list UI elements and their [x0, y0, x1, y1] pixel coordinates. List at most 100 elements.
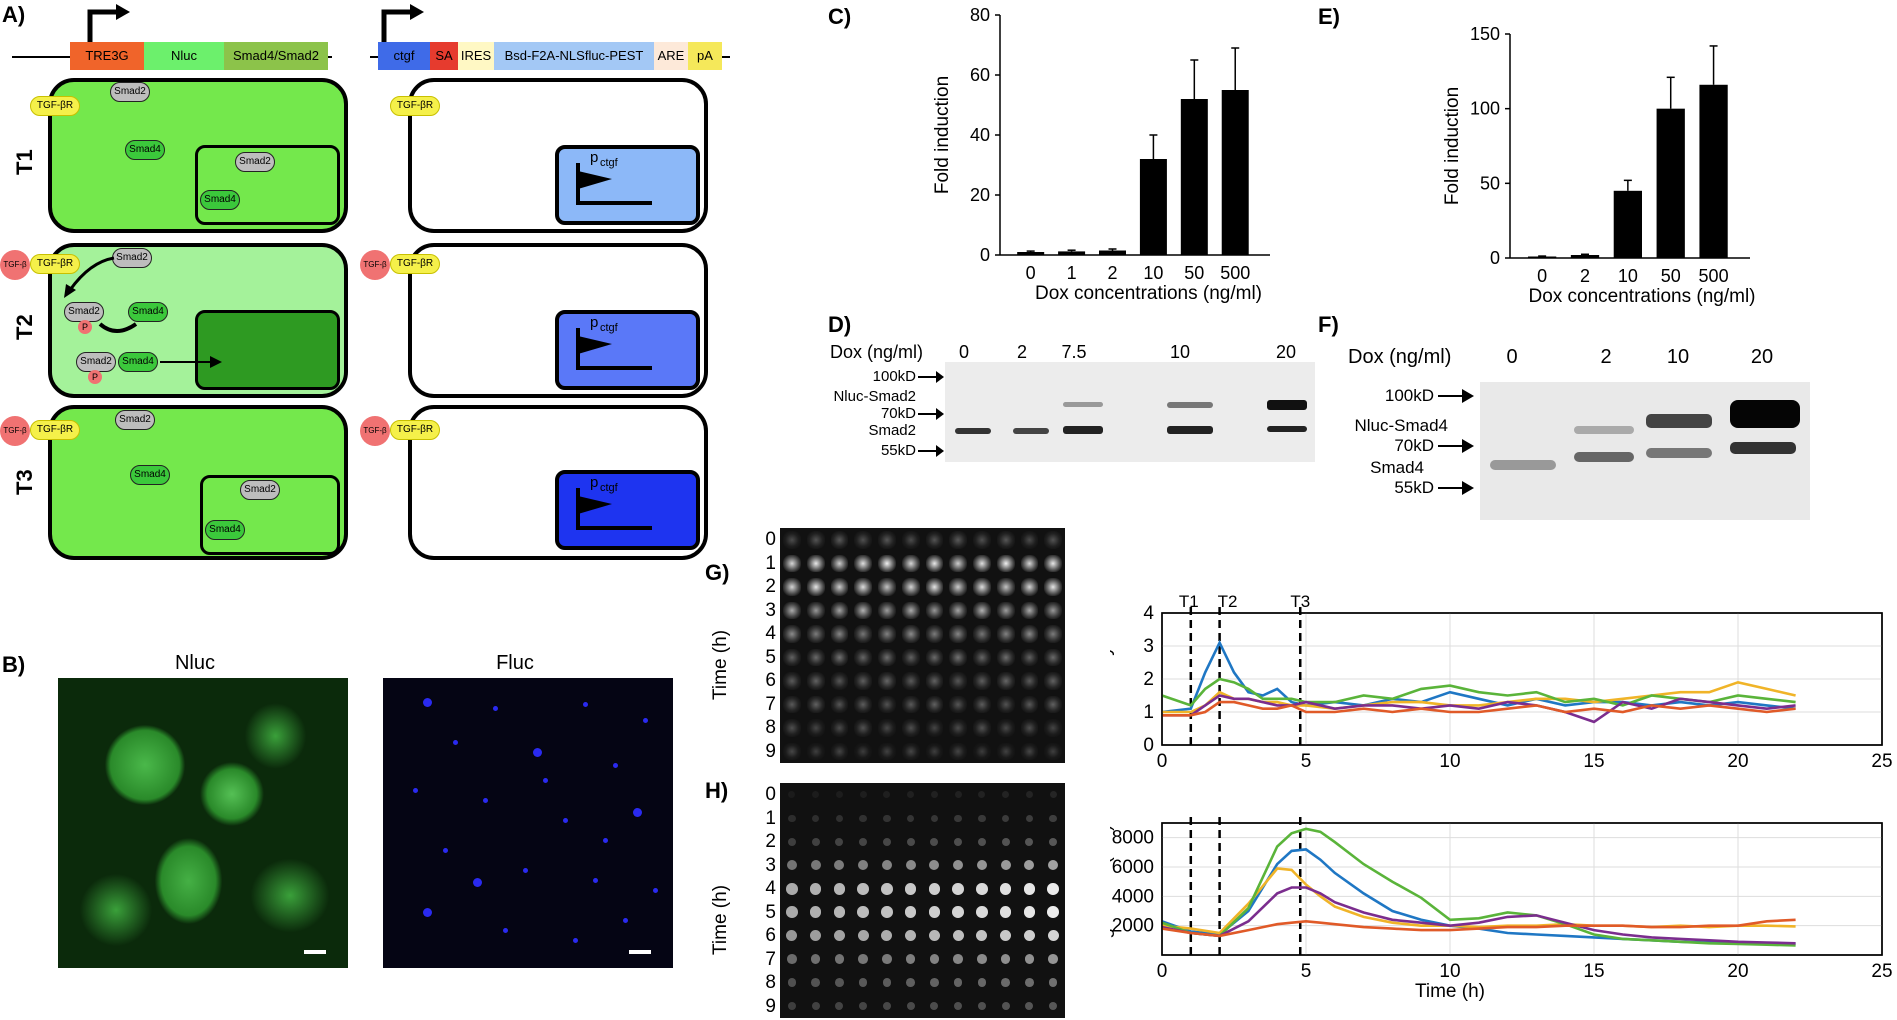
montage-row-label: 9 — [765, 995, 776, 1017]
montage-tile — [901, 625, 920, 643]
montage-tile — [996, 531, 1015, 549]
montage-tile — [878, 695, 896, 713]
nucleus-signal — [613, 763, 618, 768]
montage-tile — [883, 814, 891, 822]
x-tick-label: 15 — [1583, 961, 1604, 982]
row-label-t2: T2 — [12, 314, 37, 340]
bar — [1180, 99, 1208, 255]
bar — [1613, 190, 1642, 258]
montage-row-label: 1 — [765, 807, 776, 829]
nucleus-t1 — [195, 145, 340, 225]
montage-tile — [906, 837, 915, 846]
mw-marker: 70kD — [1394, 436, 1434, 455]
montage-tile — [835, 837, 844, 846]
band — [1574, 426, 1634, 434]
montage-tile — [949, 554, 967, 572]
montage-tile — [810, 930, 822, 942]
y-tick-label: 3 — [1143, 636, 1154, 657]
montage-tile — [976, 930, 988, 942]
marker-arrow — [1438, 395, 1464, 397]
lane-label: 2 — [1016, 342, 1027, 362]
montage-tile — [810, 954, 821, 965]
montage-tile — [806, 554, 825, 572]
montage-tile — [901, 601, 920, 619]
montage-tile — [977, 954, 987, 965]
timepoint-label: T1 — [1179, 592, 1199, 611]
montage-row-label: 5 — [765, 901, 776, 923]
montage-tile — [783, 601, 801, 619]
y-axis-label: ctgf levels (a.u) — [1110, 825, 1115, 954]
y-tick-label: 4000 — [1112, 886, 1154, 907]
montage-tile — [1044, 531, 1062, 549]
montage-tile — [905, 860, 916, 871]
promoter-subscript: ctgf — [600, 482, 618, 494]
montage-tile — [835, 978, 844, 988]
montage-tile — [783, 554, 801, 572]
montage-tile — [954, 814, 962, 822]
band — [1167, 426, 1213, 434]
montage-tile — [786, 860, 797, 871]
montage-tile — [930, 791, 938, 799]
series-line — [1161, 886, 1796, 945]
montage-tile — [878, 578, 896, 596]
montage-tile — [928, 882, 941, 895]
montage-tile — [977, 1002, 986, 1011]
montage-tile — [881, 930, 893, 942]
nucleus-t3 — [200, 475, 340, 555]
montage-tile — [858, 954, 868, 965]
lane-label: 0 — [958, 342, 969, 362]
band-label: Smad4 — [1370, 458, 1424, 477]
montage-tile — [858, 978, 868, 988]
montage-tile — [1001, 978, 1010, 988]
x-tick-label: 50 — [1184, 263, 1204, 283]
lane-label: 2 — [1600, 346, 1612, 368]
montage-tile — [833, 906, 846, 919]
band — [1063, 426, 1103, 434]
band-label: Nluc-Smad4 — [1354, 416, 1448, 435]
y-tick-label: 150 — [1470, 24, 1500, 44]
bar — [1570, 255, 1600, 258]
band — [1730, 442, 1796, 454]
montage-row-label: 8 — [765, 717, 776, 738]
montage-tile — [1000, 954, 1011, 965]
ctgf-promoter-icon — [576, 328, 652, 370]
montage-tile — [973, 742, 991, 760]
nucleus-signal — [593, 878, 598, 883]
ctgf-promoter-icon — [576, 488, 652, 530]
montage-tile — [1049, 814, 1057, 822]
montage-tile — [857, 906, 869, 919]
montage-tile — [857, 930, 869, 942]
montage-tile — [925, 578, 944, 596]
montage-tile — [1020, 648, 1039, 666]
montage-tile — [904, 906, 917, 919]
panel-d-label: D) — [828, 312, 852, 337]
tgfbr-receptor: TGF-βR — [390, 254, 440, 274]
lane-label: 10 — [1666, 346, 1690, 368]
montage-tile — [854, 601, 872, 619]
scale-bar — [629, 950, 651, 954]
montage-tile — [973, 625, 991, 643]
montage-tile — [830, 554, 849, 572]
x-axis-label: Time (h) — [1415, 981, 1485, 1002]
smad2-molecule: Smad2 — [112, 248, 152, 268]
montage-row-label: 6 — [765, 670, 776, 691]
bar — [1099, 250, 1126, 255]
band — [1646, 448, 1712, 458]
band — [955, 428, 991, 434]
nucleus-signal — [643, 718, 648, 723]
montage-tile — [806, 719, 825, 737]
montage-tile — [854, 719, 872, 737]
montage-row-label: 0 — [765, 784, 776, 805]
x-tick-label: 2 — [1107, 263, 1117, 283]
montage-tile — [976, 882, 988, 895]
montage-tile — [811, 1002, 820, 1011]
montage-tile — [1024, 954, 1035, 965]
montage-tile — [996, 554, 1015, 572]
montage-tile — [830, 625, 849, 643]
y-tick-label: 50 — [1480, 173, 1500, 193]
montage-tile — [806, 531, 825, 549]
montage-tile — [1044, 672, 1062, 690]
montage-row-label: 0 — [765, 529, 776, 550]
montage-row-label: 8 — [765, 972, 776, 993]
marker-arrow — [1438, 487, 1464, 489]
